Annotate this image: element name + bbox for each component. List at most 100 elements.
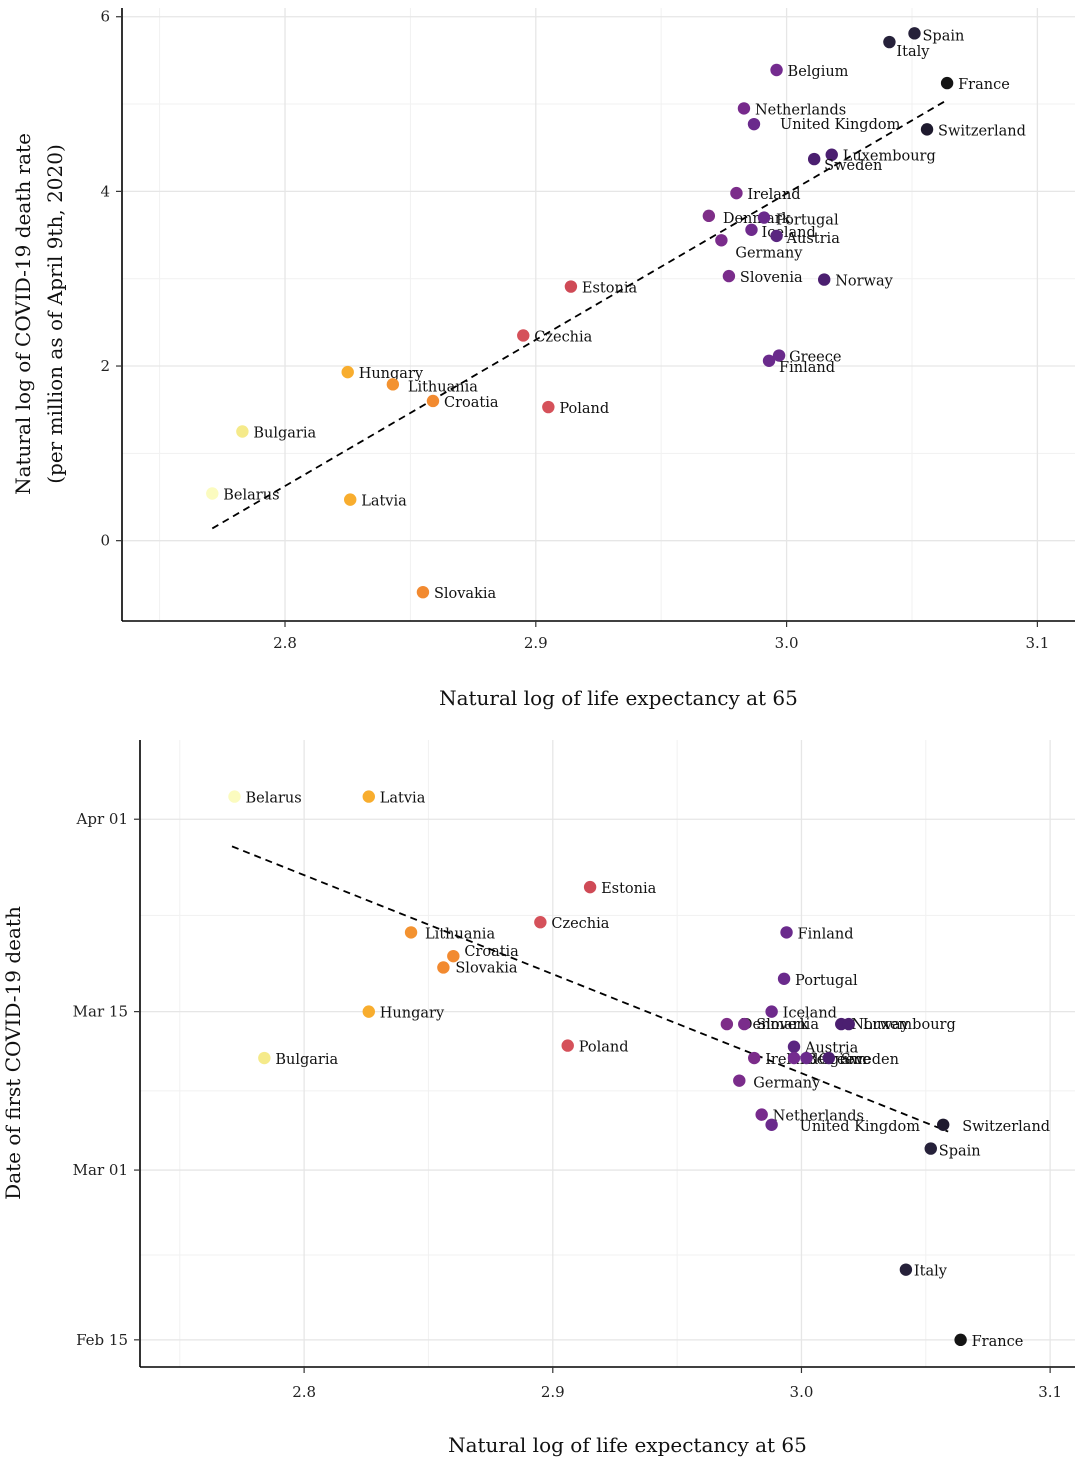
point-label-latvia: Latvia: [361, 494, 407, 510]
y-axis-title: Date of first COVID-19 death: [1, 906, 25, 1200]
y-tick-label: Mar 15: [73, 1003, 128, 1021]
point-label-switzerland: Switzerland: [962, 1119, 1050, 1135]
point-iceland: [745, 223, 758, 236]
point-label-croatia: Croatia: [444, 395, 499, 411]
point-label-iceland: Iceland: [783, 1006, 837, 1022]
point-estonia: [583, 880, 597, 894]
point-united-kingdom: [747, 117, 761, 131]
point-spain: [908, 27, 921, 40]
point-czechia: [517, 329, 530, 342]
point-label-norway: Norway: [851, 1017, 909, 1033]
point-germany: [715, 234, 728, 247]
point-lithuania: [404, 926, 418, 939]
point-portugal: [777, 972, 791, 986]
point-label-france: France: [958, 77, 1010, 93]
point-label-austria: Austria: [804, 1041, 859, 1057]
point-slovenia: [738, 1017, 751, 1031]
point-label-luxembourg: Luxembourg: [863, 1017, 956, 1033]
point-label-slovakia: Slovakia: [434, 586, 497, 602]
point-iceland: [765, 1005, 778, 1018]
point-label-czechia: Czechia: [534, 329, 592, 345]
trend-line: [231, 845, 949, 1133]
point-label-united-kingdom: United Kingdom: [780, 117, 901, 133]
point-label-hungary: Hungary: [380, 1006, 445, 1022]
point-label-netherlands: Netherlands: [755, 102, 846, 118]
point-label-belgium: Belgium: [806, 1052, 867, 1068]
death-rate-scatter-panel: 2.8 2.9 3.0 3.1 0 2 4 6 Natural log of life expe…: [11, 8, 1075, 710]
point-label-bulgaria: Bulgaria: [275, 1052, 338, 1068]
x-tick-label: 3.0: [775, 634, 799, 652]
point-slovakia: [437, 961, 450, 974]
point-croatia: [426, 394, 440, 408]
point-portugal: [757, 211, 771, 224]
point-label-france: France: [972, 1334, 1024, 1350]
point-slovakia: [416, 585, 430, 599]
point-label-finland: Finland: [779, 360, 835, 376]
point-label-poland: Poland: [579, 1040, 629, 1056]
point-label-poland: Poland: [559, 401, 609, 417]
point-poland: [561, 1039, 574, 1052]
point-label-croatia: Croatia: [464, 944, 519, 960]
point-label-switzerland: Switzerland: [938, 123, 1026, 139]
point-ireland: [748, 1051, 761, 1065]
point-label-hungary: Hungary: [359, 366, 424, 382]
point-belgium: [787, 1051, 801, 1065]
point-label-spain: Spain: [922, 28, 964, 44]
x-tick-label: 2.8: [273, 634, 297, 652]
point-label-finland: Finland: [798, 926, 854, 942]
point-greece: [772, 349, 786, 362]
point-austria: [770, 229, 783, 243]
x-axis-title: Natural log of life expectancy at 65: [448, 1433, 807, 1457]
point-finland: [780, 926, 793, 939]
point-label-czechia: Czechia: [551, 916, 609, 932]
point-norway: [818, 273, 831, 286]
first-death-date-scatter-panel: 2.8 2.9 3.0 3.1 Feb 15 Mar 01 Mar 15 Apr 01 Natu…: [1, 740, 1075, 1457]
point-denmark: [702, 209, 716, 223]
point-label-germany: Germany: [753, 1076, 821, 1092]
point-label-sweden: Sweden: [841, 1052, 899, 1068]
x-tick-label: 2.8: [292, 1383, 316, 1401]
point-bulgaria: [258, 1051, 271, 1065]
point-label-denmark: Denmark: [741, 1017, 809, 1033]
x-tick-label: 3.0: [790, 1383, 814, 1401]
y-tick-label: 2: [100, 357, 110, 375]
point-bulgaria: [236, 425, 249, 438]
x-tick-label: 3.1: [1038, 1383, 1062, 1401]
point-label-slovenia: Slovenia: [756, 1017, 819, 1033]
point-germany: [733, 1074, 746, 1087]
point-label-united-kingdom: United Kingdom: [800, 1119, 921, 1135]
point-united-kingdom: [765, 1118, 778, 1132]
point-lithuania: [386, 378, 400, 391]
x-tick-label: 2.9: [541, 1383, 565, 1401]
y-axis-title: Natural log of COVID-19 death rate: [11, 133, 35, 495]
point-luxembourg: [842, 1017, 855, 1031]
point-latvia: [362, 790, 375, 803]
point-label-sweden: Sweden: [824, 158, 882, 174]
point-slovenia: [722, 269, 736, 283]
x-axis-title: Natural log of life expectancy at 65: [439, 686, 798, 710]
point-label-spain: Spain: [939, 1144, 981, 1160]
point-switzerland: [937, 1118, 950, 1132]
point-denmark: [720, 1017, 734, 1031]
y-tick-label: 4: [100, 182, 110, 200]
y-tick-label: Feb 15: [76, 1331, 128, 1349]
y-tick-label: 6: [100, 8, 110, 26]
point-hungary: [341, 365, 354, 379]
point-croatia: [447, 949, 460, 963]
point-label-lithuania: Lithuania: [408, 379, 478, 395]
point-finland: [762, 354, 776, 367]
point-label-belarus: Belarus: [245, 791, 301, 807]
point-switzerland: [920, 123, 934, 136]
point-france: [954, 1333, 967, 1347]
point-netherlands: [755, 1108, 768, 1121]
point-italy: [899, 1263, 913, 1276]
point-label-ireland: Ireland: [747, 187, 800, 203]
point-france: [940, 76, 954, 90]
point-label-luxembourg: Luxembourg: [843, 149, 936, 165]
point-label-slovenia: Slovenia: [740, 270, 803, 286]
point-label-slovakia: Slovakia: [455, 960, 518, 976]
point-label-germany: Germany: [735, 245, 803, 261]
x-tick-label: 3.1: [1025, 634, 1049, 652]
